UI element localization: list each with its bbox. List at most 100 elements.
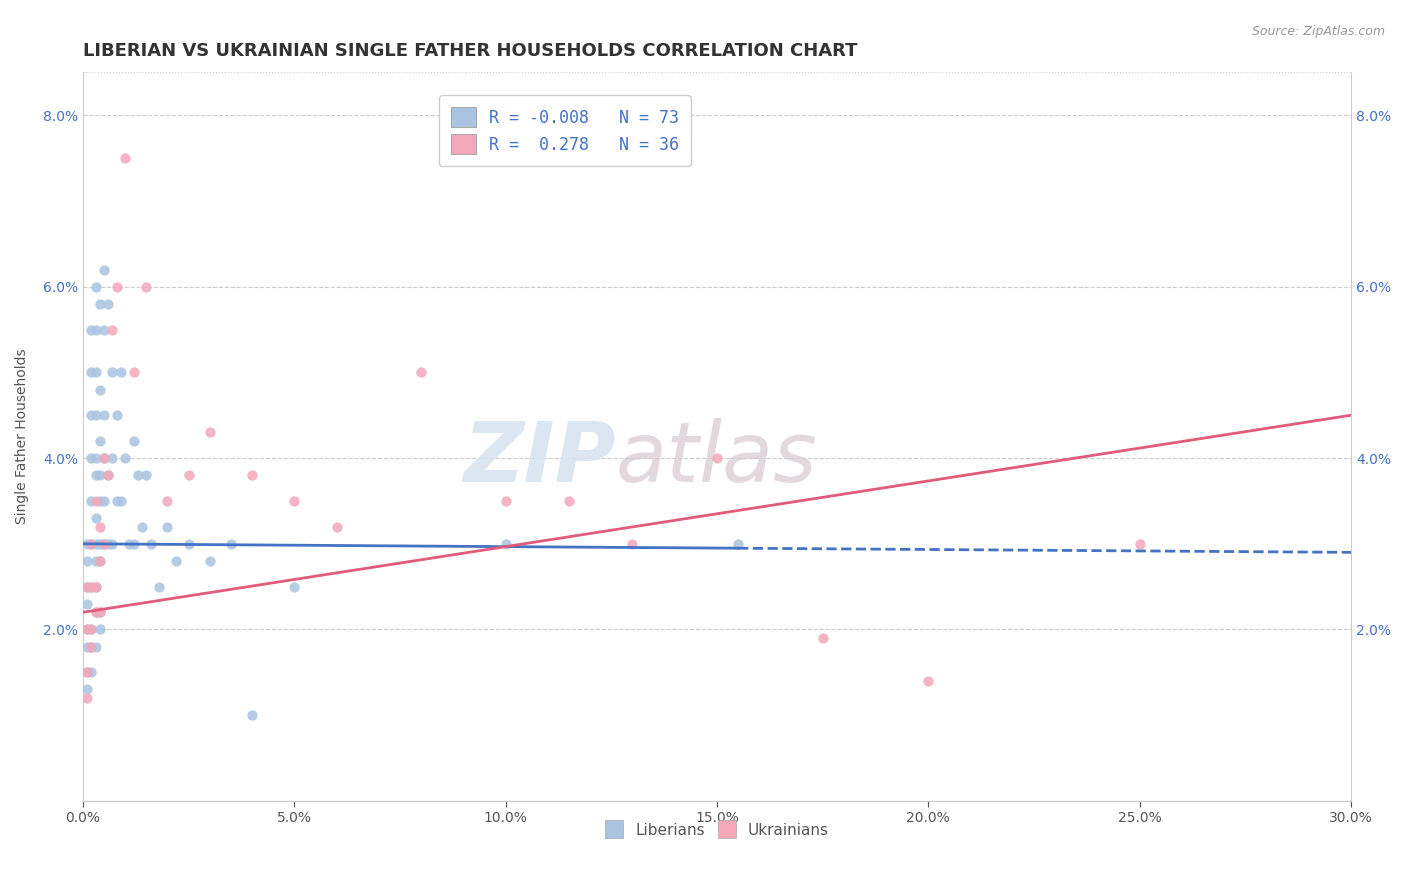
Point (917, 673, 939, 688)
Point (84, 451, 107, 466)
Point (76, 623, 98, 637)
Point (80, 665, 103, 680)
Point (84, 580, 107, 594)
Point (89, 623, 111, 637)
Point (139, 537, 162, 551)
Point (198, 425, 221, 440)
Point (706, 451, 728, 466)
Point (135, 279, 157, 293)
Point (122, 434, 145, 448)
Point (89, 468, 111, 483)
Point (80, 580, 103, 594)
Point (76, 623, 98, 637)
Point (131, 519, 153, 533)
Point (105, 494, 128, 508)
Point (325, 519, 347, 533)
Point (165, 554, 187, 568)
Point (97, 468, 120, 483)
Point (122, 365, 145, 379)
Point (93, 262, 115, 277)
Point (118, 537, 141, 551)
Point (80, 365, 103, 379)
Point (93, 451, 115, 466)
Point (76, 665, 98, 680)
Point (495, 494, 517, 508)
Legend: Liberians, Ukrainians: Liberians, Ukrainians (599, 816, 835, 844)
Point (84, 580, 107, 594)
Point (93, 451, 115, 466)
Point (135, 468, 157, 483)
Point (84, 322, 107, 336)
Point (84, 554, 107, 568)
Point (110, 365, 132, 379)
Point (93, 537, 115, 551)
Point (97, 537, 120, 551)
Point (811, 631, 834, 645)
Point (80, 623, 103, 637)
Point (89, 297, 111, 311)
Point (97, 468, 120, 483)
Point (80, 537, 103, 551)
Point (80, 640, 103, 654)
Point (283, 494, 305, 508)
Point (80, 409, 103, 423)
Point (89, 519, 111, 533)
Point (84, 605, 107, 619)
Point (76, 580, 98, 594)
Text: atlas: atlas (616, 418, 817, 499)
Point (198, 554, 221, 568)
Text: LIBERIAN VS UKRAINIAN SINGLE FATHER HOUSEHOLDS CORRELATION CHART: LIBERIAN VS UKRAINIAN SINGLE FATHER HOUS… (83, 42, 858, 60)
Point (283, 580, 305, 594)
Point (621, 537, 644, 551)
Point (114, 451, 136, 466)
Point (97, 297, 120, 311)
Point (89, 383, 111, 397)
Point (101, 537, 124, 551)
Point (84, 409, 107, 423)
Point (93, 322, 115, 336)
Point (76, 691, 98, 706)
Point (558, 494, 581, 508)
Point (89, 537, 111, 551)
Point (122, 537, 145, 551)
Point (727, 537, 749, 551)
Point (89, 554, 111, 568)
Point (177, 537, 200, 551)
Point (89, 434, 111, 448)
Point (84, 468, 107, 483)
Point (93, 494, 115, 508)
Point (76, 597, 98, 611)
Point (127, 468, 149, 483)
Point (76, 682, 98, 697)
Point (76, 554, 98, 568)
Point (76, 537, 98, 551)
Point (84, 537, 107, 551)
Point (219, 537, 242, 551)
Point (80, 623, 103, 637)
Point (105, 409, 128, 423)
Point (84, 605, 107, 619)
Point (148, 580, 170, 594)
Point (89, 494, 111, 508)
Point (101, 365, 124, 379)
Point (80, 537, 103, 551)
Point (240, 708, 263, 723)
Point (240, 468, 263, 483)
Point (84, 511, 107, 525)
Point (409, 365, 432, 379)
Point (80, 322, 103, 336)
Point (93, 409, 115, 423)
Point (84, 640, 107, 654)
Point (80, 494, 103, 508)
Point (89, 554, 111, 568)
Y-axis label: Single Father Households: Single Father Households (15, 349, 30, 524)
Point (76, 640, 98, 654)
Point (156, 494, 179, 508)
Point (89, 605, 111, 619)
Point (114, 151, 136, 165)
Point (93, 537, 115, 551)
Point (80, 451, 103, 466)
Point (76, 580, 98, 594)
Point (495, 537, 517, 551)
Point (156, 519, 179, 533)
